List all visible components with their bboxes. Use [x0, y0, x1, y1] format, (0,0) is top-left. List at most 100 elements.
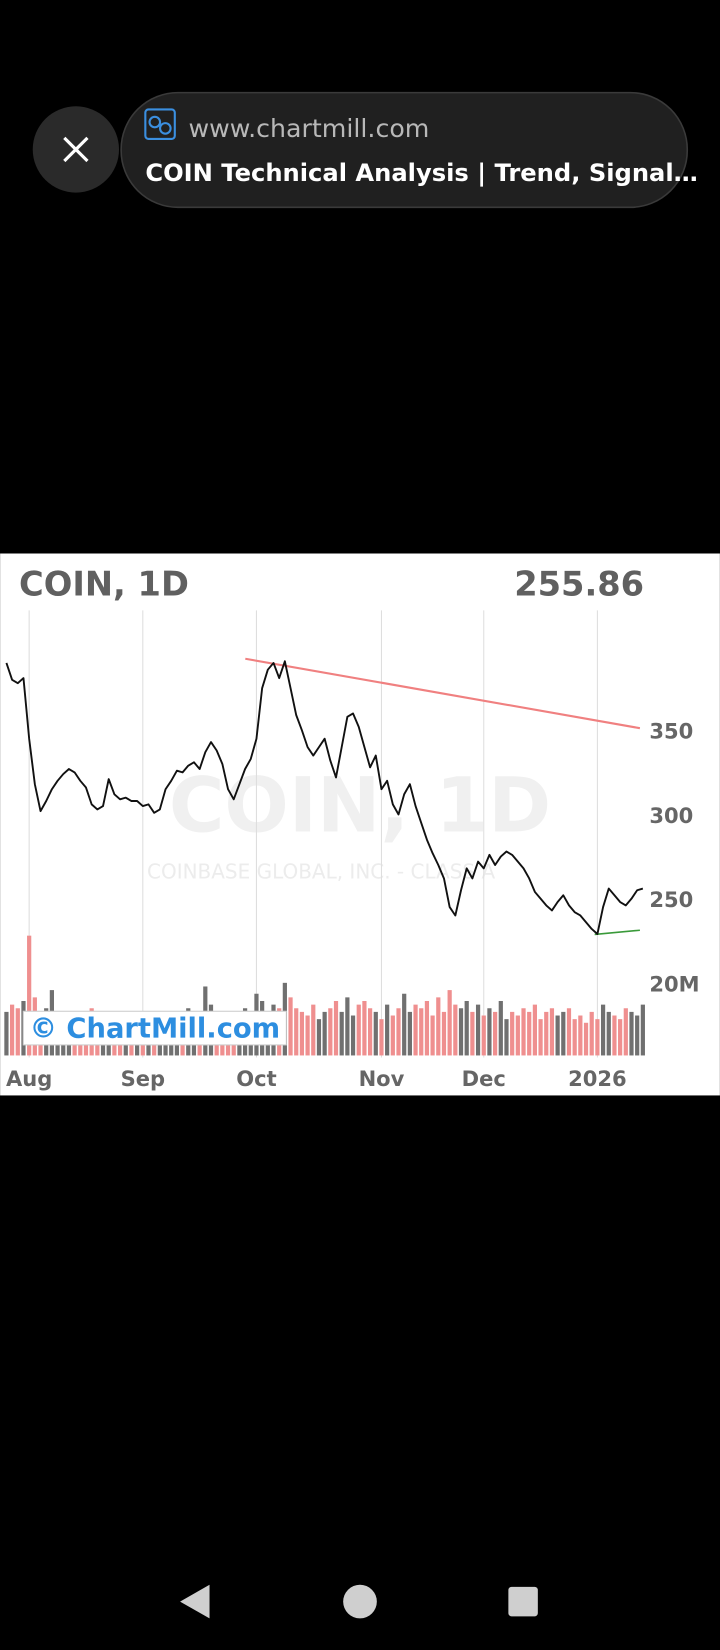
volume-bar — [521, 1008, 526, 1056]
y-tick-label: 250 — [649, 887, 693, 912]
close-button[interactable] — [32, 106, 120, 193]
volume-bar — [532, 1004, 537, 1056]
pill-bg — [120, 91, 689, 209]
volume-bar — [487, 1008, 492, 1056]
volume-bar — [578, 1015, 583, 1056]
volume-bar — [413, 1004, 418, 1056]
volume-bar — [407, 1011, 412, 1056]
source-pill[interactable]: www.chartmill.com COIN Technical Analysi… — [120, 91, 698, 209]
resistance-trendline — [245, 657, 641, 730]
volume-bar — [322, 1011, 327, 1056]
volume-bar — [566, 1008, 572, 1056]
volume-bar — [618, 1019, 623, 1056]
site-icon — [144, 108, 176, 140]
volume-bar — [373, 1011, 378, 1056]
x-tick-label: 2026 — [568, 1066, 627, 1091]
volume-bar — [510, 1011, 515, 1056]
volume-bar — [339, 1011, 344, 1056]
volume-bar — [555, 1015, 560, 1056]
y-tick-label: 300 — [649, 803, 693, 828]
volume-bar — [475, 1004, 481, 1056]
volume-bar — [583, 1022, 589, 1056]
volume-bar — [544, 1011, 549, 1056]
volume-bar — [640, 1004, 645, 1056]
volume-bar — [305, 1015, 310, 1056]
volume-bar — [367, 1008, 373, 1056]
chart-image: COIN, 1D COINBASE GLOBAL, INC. - CLASS A… — [0, 553, 720, 1096]
volume-bar — [589, 1011, 594, 1056]
volume-bar — [606, 1011, 611, 1056]
volume-bar — [504, 1019, 509, 1056]
volume-bar — [15, 1008, 20, 1056]
volume-bar — [356, 1004, 361, 1056]
volume-bar — [430, 1015, 435, 1056]
volume-bar — [294, 1008, 299, 1056]
volume-bar — [549, 1008, 555, 1056]
volume-bar — [27, 935, 32, 1056]
chart-title: COIN, 1D — [19, 565, 189, 604]
volume-bar — [316, 1019, 322, 1056]
volume-bar — [481, 1015, 486, 1056]
nav-bar — [180, 1584, 538, 1619]
volume-bar — [635, 1015, 640, 1056]
volume-bar — [572, 1019, 577, 1056]
last-price: 255.86 — [514, 565, 644, 604]
volume-bar — [362, 1000, 367, 1056]
volume-bar — [345, 997, 350, 1056]
x-tick-label: Dec — [462, 1066, 506, 1091]
volume-bar — [623, 1008, 628, 1056]
home-button[interactable] — [343, 1584, 377, 1619]
volume-bar — [464, 1000, 469, 1056]
volume-bar — [390, 1015, 395, 1056]
y2-tick-label: 20M — [649, 971, 699, 996]
recents-button[interactable] — [508, 1586, 538, 1617]
credit: © ChartMill.com — [30, 1014, 281, 1045]
volume-bar — [600, 1004, 606, 1056]
watermark-subtitle: COINBASE GLOBAL, INC. - CLASS A — [147, 860, 495, 884]
volume-bar — [515, 1015, 520, 1056]
volume-bar — [612, 1015, 617, 1056]
volume-bar — [436, 997, 441, 1056]
x-tick-label: Sep — [121, 1066, 165, 1091]
volume-bar — [470, 1011, 475, 1056]
volume-bar — [311, 1004, 316, 1056]
volume-bar — [441, 1011, 447, 1056]
axis-labels: Aug Sep Oct Nov Dec 2026 250 300 350 20M — [6, 719, 700, 1091]
volume-bar — [419, 1008, 424, 1056]
volume-bar — [538, 1019, 543, 1056]
volume-bar — [350, 1015, 356, 1056]
volume-bar — [629, 1011, 634, 1056]
volume-bar — [527, 1011, 532, 1056]
x-tick-label: Nov — [359, 1066, 405, 1091]
volume-bar — [595, 1019, 600, 1056]
volume-bar — [299, 1011, 305, 1056]
source-url: www.chartmill.com — [188, 114, 429, 143]
watermark: COIN, 1D — [169, 761, 551, 849]
site-icon-gear — [148, 115, 162, 129]
price-line — [5, 660, 644, 935]
volume-bar — [379, 1019, 384, 1056]
volume-bar — [402, 993, 407, 1056]
volume-bar — [396, 1008, 401, 1056]
source-title: COIN Technical Analysis | Trend, Signal… — [145, 159, 698, 187]
volume-bar — [498, 1000, 503, 1056]
volume-bar — [458, 1008, 464, 1056]
x-tick-label: Aug — [6, 1066, 52, 1091]
volume-bar — [333, 1000, 339, 1056]
volume-bar — [385, 1004, 390, 1056]
site-icon-gear — [159, 122, 172, 135]
volume-bar — [453, 1004, 458, 1056]
y-tick-label: 350 — [649, 719, 693, 744]
support-trendline — [594, 929, 640, 936]
volume-bar — [10, 1004, 15, 1056]
volume-bar — [424, 1000, 430, 1056]
x-tick-label: Oct — [236, 1066, 276, 1091]
price-line — [5, 660, 644, 935]
volume-bar — [328, 1008, 333, 1056]
volume-bar — [288, 997, 293, 1056]
back-button[interactable] — [180, 1584, 210, 1619]
volume-bar — [447, 990, 452, 1056]
volume-bar — [4, 1011, 9, 1056]
